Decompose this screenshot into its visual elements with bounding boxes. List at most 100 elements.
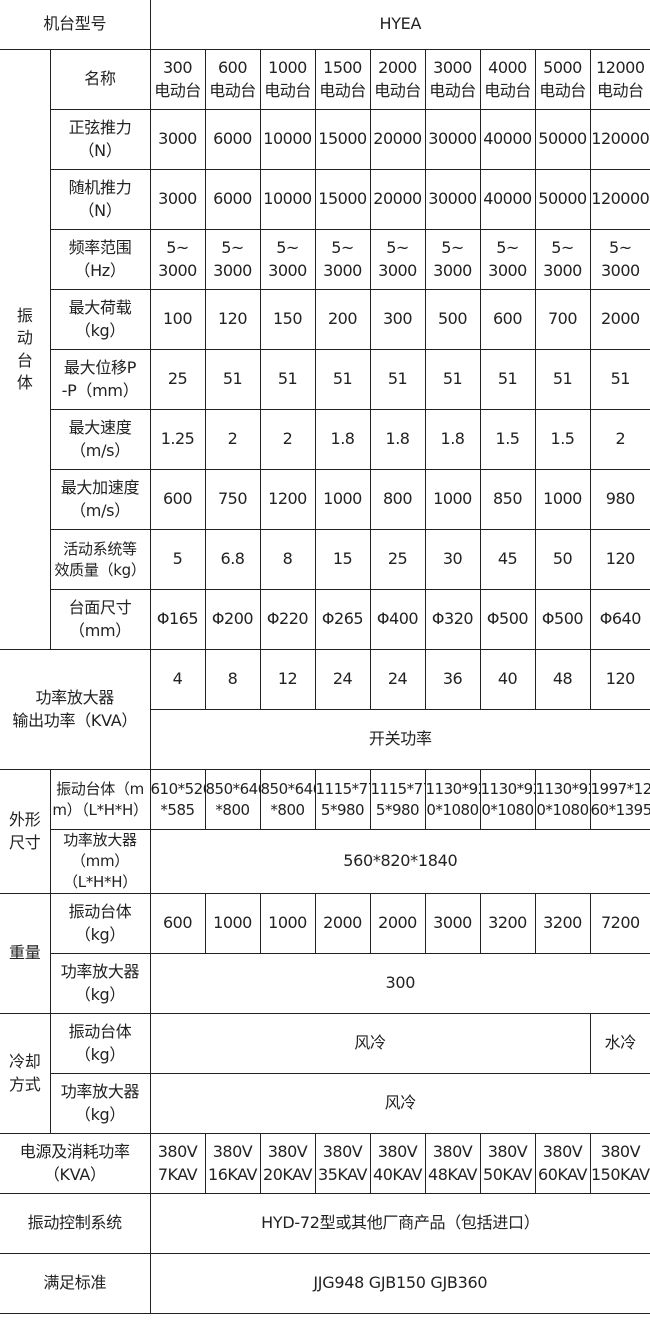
value-cell: 5~ 3000 [149,229,206,290]
value-cell: 5~ 3000 [314,229,371,290]
value-cell: 2000 [314,893,371,954]
value-cell: 40000 [479,169,536,230]
row-label: 功率放大器 （mm）（L*H*H） [49,829,151,894]
value-cell: 2 [204,409,261,470]
value-cell: 1.8 [424,409,481,470]
value-cell: 1000 [204,893,261,954]
table-row: 最大加速度 （m/s） 600 750 1200 1000 800 1000 850 1000 9… [0,469,650,530]
row-label: 振动控制系统 [0,1193,151,1254]
value-cell: 7200 [589,893,650,954]
value-cell: 600 [149,893,206,954]
value-cell: 1997*12 60*1395 [589,769,650,830]
value-cell: 40 [479,649,536,710]
table-row: 活动系统等 效质量（kg） 5 6.8 8 15 25 30 45 50 120 [0,529,650,590]
value-cell: 51 [479,349,536,410]
value-cell: Φ640 [589,589,650,650]
table-row: 最大荷载 （kg） 100 120 150 200 300 500 600 700 2000 [0,289,650,350]
value-cell: 1.8 [369,409,426,470]
table-row: 功率放大器 输出功率（KVA） 4 8 12 24 24 36 40 48 120 [0,649,650,770]
value-cell: 45 [479,529,536,590]
value-cell: 380V 48KAV [424,1133,481,1194]
value-cell: 51 [589,349,650,410]
value-cell: 100 [149,289,206,350]
table-row: 频率范围 （Hz） 5~ 3000 5~ 3000 5~ 3000 5~ 3000 5~ … [0,229,650,290]
span-value: 560*820*1840 [149,829,650,894]
value-cell: 1130*92 0*1080 [424,769,481,830]
value-cell: 200 [314,289,371,350]
value-cell: 5~ 3000 [424,229,481,290]
value-cell: 6000 [204,169,261,230]
value-cell: 5~ 3000 [589,229,650,290]
table-row: 冷却 方式 振动台体 （kg） 风冷 水冷 [0,1013,650,1134]
row-label: 满足标准 [0,1253,151,1314]
value-cell: 2000 电动台 [369,49,426,110]
value-cell: Φ400 [369,589,426,650]
table-row: 振动控制系统 HYD-72型或其他厂商产品（包括进口） [0,1193,650,1254]
value-cell: 50000 [534,109,591,170]
value-cell: 380V 150KAV [589,1133,650,1194]
table-row: 最大速度 （m/s） 1.25 2 2 1.8 1.8 1.8 1.5 1.5 2 [0,409,650,470]
value-cell: 5~ 3000 [204,229,261,290]
value-cell: 120 [589,529,650,590]
row-label: 振动台体 （kg） [49,1013,151,1074]
table-row: 功率放大器 （kg） 风冷 [0,1073,650,1134]
group-label-dimensions: 外形 尺寸 [0,769,51,894]
table-row: 振 动 台 体名称 300 电动台 600 电动台 1000 电动台 1500 电动台 2… [0,49,650,650]
value-cell: 3000 [149,109,206,170]
value-cell: 1200 [259,469,316,530]
value-cell: 51 [534,349,591,410]
value-cell: 380V 50KAV [479,1133,536,1194]
value-cell: 2 [259,409,316,470]
value-cell: 30000 [424,109,481,170]
value-cell: 1000 [424,469,481,530]
row-label: 振动台体（m m）（L*H*H） [49,769,151,830]
table-row: 开关功率 [0,709,650,770]
model-label: 机台型号 [0,0,151,50]
value-cell: 120 [204,289,261,350]
row-label: 频率范围 （Hz） [49,229,151,290]
value-cell: 50 [534,529,591,590]
value-cell: 3000 [424,893,481,954]
value-cell: 30000 [424,169,481,230]
value-cell: 1115*77 5*980 [314,769,371,830]
span-value: 300 [149,953,650,1014]
value-cell: 5~ 3000 [479,229,536,290]
value-cell: 380V 20KAV [259,1133,316,1194]
value-cell: 51 [259,349,316,410]
row-label: 功率放大器 （kg） [49,1073,151,1134]
amplifier-label: 功率放大器 输出功率（KVA） [0,649,151,770]
value-cell: 300 [369,289,426,350]
model-value: HYEA [149,0,650,50]
value-cell: 6000 [204,109,261,170]
value-cell: 120 [589,649,650,710]
table-row: 台面尺寸 （mm） Φ165 Φ200 Φ220 Φ265 Φ400 Φ320 Φ500 Φ50… [0,589,650,650]
table-row: 满足标准 JJG948 GJB150 GJB360 [0,1253,650,1314]
value-cell: 20000 [369,109,426,170]
value-cell: 610*520 *585 [149,769,206,830]
value-cell: 1000 电动台 [259,49,316,110]
value-cell: 10000 [259,109,316,170]
value-cell: 51 [369,349,426,410]
value-cell: Φ265 [314,589,371,650]
value-cell: 600 [479,289,536,350]
span-value: 风冷 [149,1073,650,1134]
value-cell: 51 [314,349,371,410]
value-cell: 600 [149,469,206,530]
value-cell: 1.8 [314,409,371,470]
value-cell: 300 电动台 [149,49,206,110]
value-cell: 50000 [534,169,591,230]
value-cell: 5 [149,529,206,590]
group-label-cooling: 冷却 方式 [0,1013,51,1134]
value-cell: 24 [369,649,426,710]
row-label: 台面尺寸 （mm） [49,589,151,650]
value-cell: 1500 电动台 [314,49,371,110]
value-cell: 500 [424,289,481,350]
value-cell: Φ500 [534,589,591,650]
table-row: 正弦推力 （N） 3000 6000 10000 15000 20000 30000 4000… [0,109,650,170]
value-cell: 20000 [369,169,426,230]
value-cell: 3000 [149,169,206,230]
value-cell: Φ220 [259,589,316,650]
value-cell: 15000 [314,109,371,170]
value-cell: 2000 [589,289,650,350]
value-cell: 380V 60KAV [534,1133,591,1194]
